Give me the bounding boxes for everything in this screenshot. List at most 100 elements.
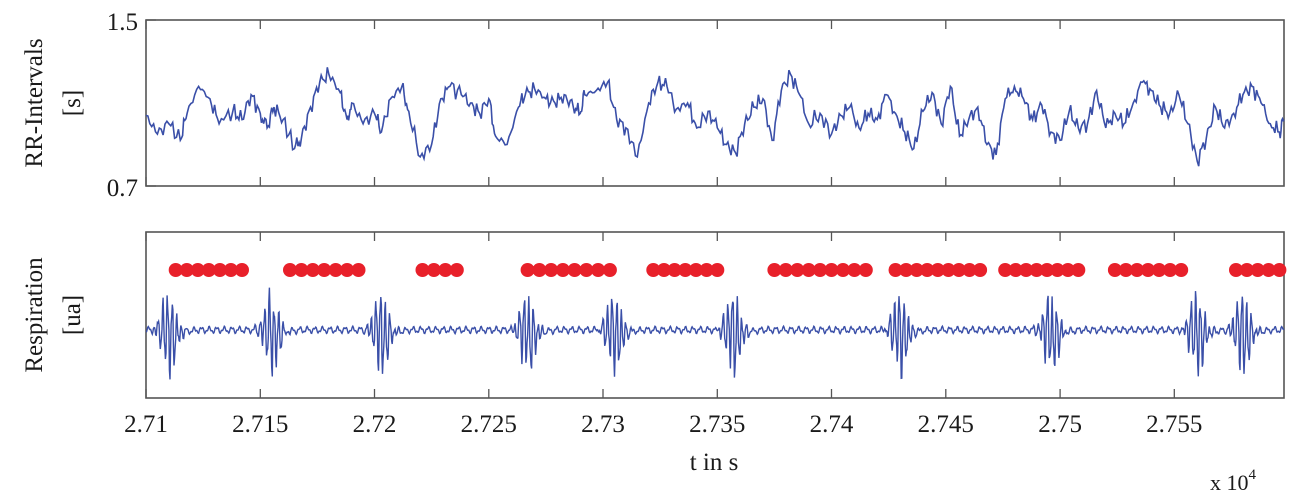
- breathing-marker-dot: [317, 263, 332, 277]
- breathing-marker-dot: [973, 263, 988, 277]
- breathing-marker-dot: [646, 263, 661, 277]
- breathing-marker-dot: [657, 263, 671, 277]
- x-tick-label: 2.725: [461, 411, 517, 438]
- breathing-marker-dot: [449, 263, 464, 277]
- breathing-marker-dot: [532, 263, 547, 277]
- breathing-marker-dot: [1050, 263, 1065, 277]
- breathing-marker-dot: [1118, 263, 1133, 277]
- breathing-marker-dot: [767, 263, 782, 277]
- breathing-marker-dot: [836, 263, 850, 277]
- rr-interval-panel: 1.5 0.7 RR-Intervals [s]: [21, 9, 1285, 202]
- breathing-marker-dot: [212, 263, 227, 277]
- breathing-marker-dot: [998, 263, 1013, 277]
- breathing-marker-dot: [1060, 263, 1075, 277]
- breathing-marker-dot: [888, 263, 903, 277]
- breathing-marker-dot: [824, 263, 839, 277]
- breathing-marker-dot: [1152, 263, 1167, 277]
- breathing-marker-dot: [962, 263, 977, 277]
- breathing-marker-dot: [190, 263, 205, 277]
- x-tick-label: 2.75: [1038, 411, 1082, 438]
- x-tick-label: 2.735: [689, 411, 745, 438]
- breathing-marker-dot: [1163, 263, 1178, 277]
- breathing-marker-dot: [426, 263, 441, 277]
- resp-ylabel-line1: Respiration: [21, 257, 48, 373]
- x-tick-label: 2.72: [353, 411, 397, 438]
- breathing-marker-dot: [544, 263, 559, 277]
- breathing-marker-dot: [235, 263, 249, 277]
- x-multiplier-base: x 10: [1210, 470, 1249, 495]
- breathing-marker-dot: [283, 263, 297, 277]
- breathing-marker-dot: [1272, 263, 1287, 277]
- breathing-marker-dot: [699, 263, 714, 277]
- breathing-marker-dot: [710, 263, 725, 277]
- x-tick-label: 2.715: [232, 411, 288, 438]
- breathing-marker-dot: [941, 263, 956, 277]
- breathing-marker-dot: [340, 263, 355, 277]
- x-tick-label: 2.71: [124, 411, 168, 438]
- x-tick-label: 2.755: [1146, 411, 1202, 438]
- breathing-marker-dot: [415, 263, 430, 277]
- rr-x-tick-marks: [145, 20, 1175, 186]
- breathing-marker-dot: [351, 263, 366, 277]
- breathing-marker-dot: [801, 263, 816, 277]
- breathing-marker-dot: [223, 263, 238, 277]
- breathing-marker-dot: [1008, 263, 1023, 277]
- breathing-marker-dot: [294, 263, 309, 277]
- x-tick-label: 2.74: [810, 411, 854, 438]
- respiration-panel: Respiration [ua] 2.71 2.715 2.72 2.725 2.73 2…: [21, 231, 1287, 495]
- breathing-marker-dot: [591, 263, 606, 277]
- rr-ytick-label-bottom: 0.7: [107, 175, 138, 202]
- respiration-series-line: [145, 287, 1285, 380]
- rr-ylabel-line1: RR-Intervals: [21, 38, 48, 167]
- breathing-marker-dot: [602, 263, 617, 277]
- breathing-marker-dot: [778, 263, 793, 277]
- breathing-marker-dot: [555, 263, 570, 277]
- breathing-marker-dot: [1107, 263, 1122, 277]
- breathing-marker-dot: [899, 263, 914, 277]
- breathing-marker-dot: [1174, 263, 1189, 277]
- breathing-marker-dot: [520, 263, 535, 277]
- breathing-marker-dot: [1029, 263, 1044, 277]
- breathing-marker-dot: [1239, 263, 1254, 277]
- x-tick-label: 2.745: [918, 411, 974, 438]
- rr-interval-series-line: [145, 67, 1285, 167]
- breathing-marker-dot: [1071, 263, 1086, 277]
- breathing-marker-dot: [1229, 263, 1243, 277]
- breathing-marker-dot: [678, 263, 693, 277]
- breathing-segment-markers: [168, 263, 1287, 277]
- breathing-marker-dot: [328, 263, 343, 277]
- breathing-marker-dot: [667, 263, 682, 277]
- rr-ylabel-line2: [s]: [59, 90, 86, 116]
- breathing-marker-dot: [790, 263, 805, 277]
- resp-plot-frame: [145, 231, 1285, 399]
- breathing-marker-dot: [847, 263, 862, 277]
- resp-x-tick-marks: [145, 232, 1175, 398]
- rr-ytick-label-top: 1.5: [107, 9, 138, 36]
- x-multiplier-label: x 104: [1210, 467, 1257, 495]
- breathing-marker-dot: [1261, 263, 1276, 277]
- breathing-marker-dot: [930, 263, 945, 277]
- resp-ylabel-line2: [ua]: [59, 295, 86, 335]
- rr-plot-frame: [145, 19, 1285, 187]
- breathing-marker-dot: [438, 263, 453, 277]
- rr-y-tick-marks: [146, 19, 156, 187]
- breathing-marker-dot: [1141, 263, 1155, 277]
- x-tick-label: 2.73: [581, 411, 625, 438]
- breathing-marker-dot: [1040, 263, 1054, 277]
- breathing-marker-dot: [951, 263, 966, 277]
- breathing-marker-dot: [179, 263, 194, 277]
- breathing-marker-dot: [909, 263, 924, 277]
- breathing-marker-dot: [201, 263, 216, 277]
- breathing-marker-dot: [813, 263, 828, 277]
- breathing-marker-dot: [920, 263, 935, 277]
- breathing-marker-dot: [689, 263, 703, 277]
- x-multiplier-exponent: 4: [1249, 467, 1257, 483]
- breathing-marker-dot: [1250, 263, 1265, 277]
- breathing-marker-dot: [579, 263, 594, 277]
- breathing-marker-dot: [1019, 263, 1034, 277]
- breathing-marker-dot: [305, 263, 320, 277]
- breathing-marker-dot: [1130, 263, 1144, 277]
- x-tick-labels: 2.71 2.715 2.72 2.725 2.73 2.735 2.74 2.745 2.75…: [124, 411, 1202, 438]
- breathing-marker-dot: [168, 263, 183, 277]
